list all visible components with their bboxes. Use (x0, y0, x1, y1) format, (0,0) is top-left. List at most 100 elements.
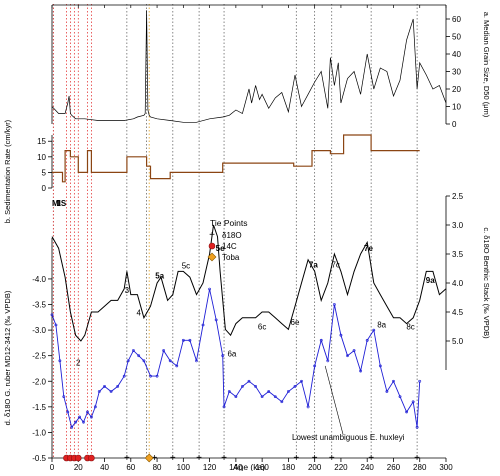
ruber-data-point (227, 390, 231, 393)
d18o-tie-point: + (293, 453, 299, 464)
ruber-data-point (168, 359, 172, 363)
ruber-data-point (286, 390, 290, 393)
d18o-tie-point: + (152, 453, 158, 464)
x-tick-label: 140 (229, 463, 243, 471)
ruber-data-point (195, 359, 198, 363)
x-tick-label: 60 (126, 463, 135, 471)
panel-c-ytick-label: 5.0 (452, 337, 464, 346)
x-tick-label: 100 (177, 463, 191, 471)
ruber-data-point (132, 349, 135, 352)
legend-orange-diamond-icon (207, 252, 217, 262)
ruber-data-point (273, 395, 277, 399)
d18o-tie-point: + (170, 453, 176, 464)
ruber-data-point (222, 405, 226, 409)
panel-c-ytick-label: 3.0 (452, 221, 464, 230)
panel-b-ytick-label: 15 (37, 137, 46, 146)
legend-item-toba: Toba (222, 253, 240, 262)
ruber-data-point (116, 384, 120, 388)
x-tick-label: 20 (74, 463, 83, 471)
ruber-data-point (313, 364, 317, 368)
ruber-data-point (122, 374, 126, 378)
ruber-data-point (352, 349, 356, 352)
d18o-tie-point: + (329, 453, 335, 464)
ruber-data-point (267, 390, 271, 393)
c14-tie-point (74, 454, 82, 462)
ruber-data-point (162, 349, 166, 352)
legend-plus-icon: + (209, 230, 215, 241)
ruber-data-point (181, 338, 185, 342)
panel-d-ytick-label: -4.0 (32, 275, 46, 284)
x-tick-label: 160 (255, 463, 269, 471)
x-axis-label: Age (ka) (233, 462, 265, 471)
panel-d-ytick-label: -1.0 (32, 428, 46, 437)
ruber-data-point (405, 410, 409, 414)
ruber-data-point (155, 374, 159, 378)
ruber-data-point (62, 395, 66, 399)
ruber-data-point (326, 359, 330, 363)
x-tick-label: 120 (203, 463, 217, 471)
ruber-data-point (214, 318, 218, 322)
panel-a-ytick-label: 30 (452, 68, 461, 77)
ruber-data-point (221, 354, 225, 358)
panel-b-ylabel: b. Sedimentation Rate (cm/kyr) (3, 119, 12, 223)
panel-a-ylabel: a. Median Grain Size, D50 (μm) (482, 12, 491, 118)
ruber-data-point (70, 425, 74, 429)
benthic-stack-line (51, 224, 447, 342)
ruber-data-point (411, 400, 415, 404)
ruber-data-point (90, 415, 93, 419)
mis-label: 7a (309, 260, 318, 269)
panel-a-ytick-label: 60 (452, 15, 461, 24)
x-tick-label: 280 (413, 463, 427, 471)
ruber-data-point (254, 384, 257, 388)
panel-d-ylabel: d. δ18O G. ruber MD12-3412 (‰ VPDB) (3, 290, 12, 425)
ruber-data-point (74, 420, 78, 424)
mis-label: 6e (291, 318, 300, 327)
panel-c-ytick-label: 3.5 (452, 250, 464, 259)
legend-item-c14: 14C (222, 242, 237, 251)
x-tick-label: 220 (334, 463, 348, 471)
ruber-data-point (93, 405, 97, 409)
ruber-data-point (208, 287, 212, 291)
panel-a-ytick-label: 10 (452, 103, 461, 112)
panel-b-ytick-label: 5 (42, 168, 47, 177)
ruber-data-point (365, 338, 369, 342)
c14-tie-point (88, 454, 95, 462)
d18o-tie-point: + (221, 453, 227, 464)
ruber-data-point (372, 328, 376, 332)
mis-label: 1 (56, 199, 61, 208)
mis-label: 7c (331, 260, 339, 269)
ruber-data-point (109, 390, 113, 393)
ruber-data-point (50, 313, 54, 317)
panel-c-ylabel: c. δ18O Benthic Stack (‰ VPDB) (482, 227, 491, 339)
ruber-data-point (58, 359, 62, 363)
mis-label: 4 (136, 308, 141, 317)
sedimentation-rate-line (52, 134, 420, 183)
d18o-tie-point: + (414, 453, 420, 464)
mis-label: 2 (76, 358, 81, 367)
panel-a-ytick-label: 50 (452, 33, 461, 42)
ruber-data-point (149, 374, 152, 378)
x-tick-label: 260 (387, 463, 401, 471)
d18o-tie-point: + (312, 453, 318, 464)
toba-tie-point (144, 453, 154, 463)
d18o-tie-point: + (368, 453, 374, 464)
mis-label: 6c (258, 322, 266, 331)
ruber-data-point (103, 384, 106, 388)
panel-b-ytick-label: 0 (42, 184, 47, 193)
ruber-data-point (319, 338, 323, 342)
ruber-data-point (66, 410, 70, 414)
ruber-data-point (398, 395, 402, 399)
mis-label: 5c (182, 262, 190, 271)
ruber-data-point (346, 354, 349, 358)
ruber-data-point (78, 415, 81, 419)
ruber-data-point (188, 338, 192, 342)
x-tick-label: 40 (100, 463, 109, 471)
ruber-data-point (378, 364, 382, 368)
ruber-data-point (54, 323, 58, 327)
ruber-data-point (385, 390, 389, 393)
ruber-data-point (137, 354, 141, 358)
ruber-data-point (392, 379, 395, 383)
mis-label: 3 (125, 286, 130, 295)
ruber-data-point (332, 303, 336, 306)
legend-item-d18o: δ18O (222, 231, 242, 240)
